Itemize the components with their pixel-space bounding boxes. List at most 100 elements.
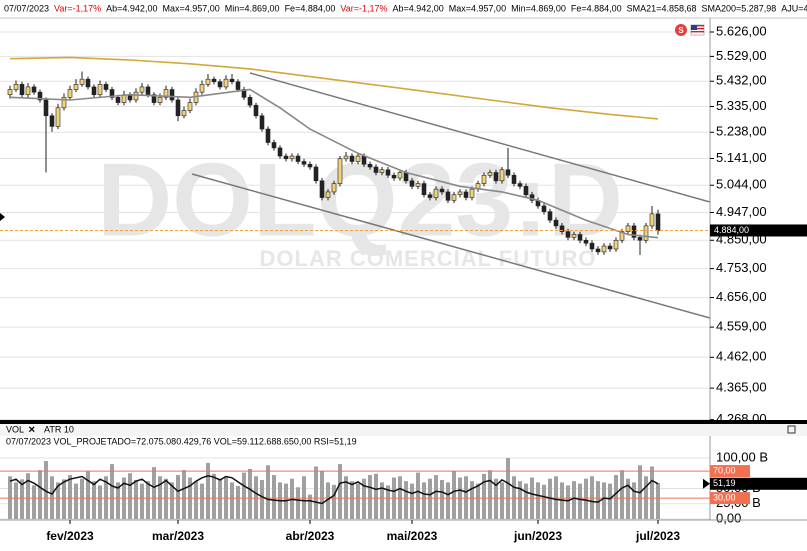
candle-body: [637, 237, 643, 241]
volume-bar: [80, 478, 84, 519]
candle-body: [97, 84, 103, 96]
header-item: Var=-1,17%: [54, 3, 101, 13]
price-plot: [0, 56, 710, 255]
candle-body: [655, 213, 661, 231]
candle-body: [433, 188, 439, 198]
volume-bar: [62, 479, 66, 519]
volume-bar: [446, 482, 450, 519]
flag-stripe: [691, 28, 704, 30]
candle-body: [253, 104, 259, 117]
y-tick-label: 5.626,00: [716, 23, 767, 38]
candle-body: [541, 205, 547, 212]
tab-atr[interactable]: ATR 10: [44, 424, 74, 434]
volume-bar: [260, 479, 264, 519]
candle-body: [313, 166, 319, 182]
x-tick-label: fev/2023: [46, 529, 94, 543]
candle-body: [319, 180, 325, 198]
volume-bar: [410, 483, 414, 519]
volume-bar: [434, 475, 438, 519]
candle-body: [487, 172, 493, 176]
candle-body: [115, 97, 121, 103]
candle-body: [445, 191, 451, 201]
volume-bar: [506, 457, 510, 519]
candle-body: [625, 225, 631, 232]
pane-tabs: [0, 424, 807, 436]
volume-bar: [416, 472, 420, 519]
candle-body: [37, 91, 43, 101]
candle-body: [295, 155, 301, 162]
candle-body: [73, 84, 79, 90]
volume-bar: [608, 483, 612, 519]
volume-bar: [338, 464, 342, 519]
volume-bar: [308, 494, 312, 519]
candle-body: [571, 234, 577, 238]
volume-bar: [140, 483, 144, 519]
maximize-icon[interactable]: [787, 425, 796, 434]
volume-bar: [470, 481, 474, 519]
candle-body: [481, 174, 487, 184]
x-tick-label: abr/2023: [286, 529, 335, 543]
candle-body: [595, 248, 601, 253]
header-item: Max=4.957,00: [449, 3, 506, 13]
x-tick-label: mai/2023: [387, 529, 438, 543]
candle-body: [145, 86, 151, 96]
header-item: Min=4.869,00: [511, 3, 566, 13]
candle-body: [361, 155, 367, 165]
header-item: Var=-1,17%: [340, 3, 387, 13]
header-item: SMA200=5.287,98: [701, 3, 776, 13]
flag-icon[interactable]: [690, 24, 705, 36]
volume-bar: [236, 486, 240, 519]
y-tick-label: 4.656,00: [716, 289, 767, 304]
rsi-level-label: 70,00: [713, 465, 736, 475]
volume-bar: [200, 483, 204, 519]
rsi-level-label: 30,00: [713, 492, 736, 502]
tab-close[interactable]: ✕: [28, 424, 36, 434]
volume-bar: [536, 482, 540, 519]
volume-bar: [422, 482, 426, 519]
volume-bar: [314, 466, 318, 519]
volume-bar: [602, 482, 606, 519]
volume-bar: [218, 478, 222, 519]
candle-body: [391, 174, 397, 179]
candle-body: [169, 89, 175, 101]
candle-body: [469, 188, 475, 198]
candle-body: [463, 191, 469, 198]
candle-body: [103, 84, 109, 90]
volume-bar: [44, 461, 48, 519]
candle-body: [439, 188, 445, 193]
volume-bar: [206, 462, 210, 519]
candle-body: [343, 155, 349, 160]
tab-vol[interactable]: VOL: [6, 424, 24, 434]
y-tick-label: 4.365,00: [716, 380, 767, 395]
volume-bar: [56, 482, 60, 519]
volume-bar: [164, 478, 168, 519]
candle-body: [337, 158, 343, 184]
moving-average: [9, 56, 659, 120]
candle-body: [19, 84, 25, 96]
candle-body: [607, 245, 613, 250]
candle-body: [55, 107, 61, 127]
volume-bar: [356, 483, 360, 519]
volume-bar: [404, 481, 408, 519]
volume-bar: [38, 470, 42, 519]
header-item: AJU=4.874,97: [781, 3, 807, 13]
s-icon[interactable]: [675, 24, 687, 36]
header-item: Max=4.957,00: [162, 3, 219, 13]
volume-bar: [380, 482, 384, 519]
candle-body: [493, 172, 499, 182]
volume-bar: [452, 471, 456, 519]
volume-bar: [182, 470, 186, 519]
candle-body: [403, 172, 409, 182]
pane-separator: [0, 420, 807, 424]
candle-body: [325, 191, 331, 198]
volume-bar: [632, 482, 636, 519]
candle-body: [175, 99, 181, 117]
candle-body: [331, 183, 337, 193]
candle-body: [547, 211, 553, 221]
candle-body: [187, 102, 193, 111]
volume-bar: [578, 483, 582, 519]
volume-bar: [374, 473, 378, 519]
volume-bar: [170, 482, 174, 519]
candle-body: [367, 163, 373, 168]
volume-bar: [350, 481, 354, 519]
